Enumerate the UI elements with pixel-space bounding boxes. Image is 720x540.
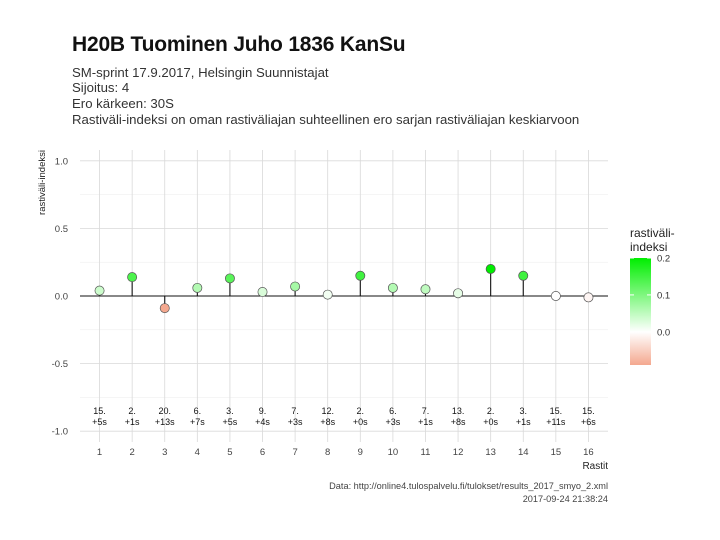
legend-colorbar <box>630 258 651 365</box>
subtitle-gap: Ero kärkeen: 30S <box>72 96 174 111</box>
legend-tick-label: 0.0 <box>657 327 670 338</box>
legend-title: rastiväli- indeksi <box>630 226 675 254</box>
x-tick-label: 14 <box>518 447 529 458</box>
rank-label: 7. <box>422 406 430 416</box>
x-tick-label: 6 <box>260 447 265 458</box>
x-tick-label: 7 <box>292 447 297 458</box>
rank-label: 6. <box>194 406 202 416</box>
time-diff-label: +6s <box>581 417 596 427</box>
data-point <box>290 281 301 292</box>
x-tick-label: 13 <box>485 447 496 458</box>
rank-label: 3. <box>226 406 234 416</box>
subtitle-event: SM-sprint 17.9.2017, Helsingin Suunnista… <box>72 65 329 80</box>
legend-title-line2: indeksi <box>630 240 668 254</box>
time-diff-label: +7s <box>190 417 205 427</box>
time-diff-label: +3s <box>386 417 401 427</box>
time-diff-label: +3s <box>288 417 303 427</box>
x-tick-label: 15 <box>551 447 562 458</box>
data-point <box>387 282 398 293</box>
x-tick-label: 1 <box>97 447 102 458</box>
rank-label: 3. <box>520 406 528 416</box>
time-diff-label: +0s <box>483 417 498 427</box>
y-tick-label: 1.0 <box>55 156 68 167</box>
rank-label: 9. <box>259 406 267 416</box>
data-point <box>583 292 594 303</box>
y-tick-label: -1.0 <box>52 427 68 438</box>
rank-label: 12. <box>321 406 334 416</box>
legend-tick-label: 0.1 <box>657 290 670 301</box>
subtitle-description: Rastiväli-indeksi on oman rastiväliajan … <box>72 112 580 127</box>
data-point <box>485 264 496 274</box>
legend-tick-label: 0.2 <box>657 254 670 265</box>
rank-label: 15. <box>582 406 595 416</box>
time-diff-label: +1s <box>516 417 531 427</box>
data-point <box>355 270 366 281</box>
time-diff-label: +5s <box>223 417 238 427</box>
x-tick-label: 10 <box>388 447 399 458</box>
time-diff-label: +8s <box>451 417 466 427</box>
rank-label: 7. <box>291 406 299 416</box>
x-tick-label: 9 <box>358 447 363 458</box>
rank-label: 20. <box>158 406 171 416</box>
time-diff-label: +13s <box>155 417 175 427</box>
x-tick-label: 2 <box>129 447 134 458</box>
time-diff-label: +1s <box>418 417 433 427</box>
time-diff-label: +1s <box>125 417 140 427</box>
x-tick-label: 8 <box>325 447 330 458</box>
rank-label: 15. <box>550 406 563 416</box>
x-tick-label: 11 <box>421 447 431 458</box>
data-point <box>127 272 138 283</box>
data-point <box>420 284 431 295</box>
data-point <box>453 288 464 299</box>
time-diff-label: +5s <box>92 417 107 427</box>
caption-timestamp: 2017-09-24 21:38:24 <box>522 494 608 504</box>
time-diff-label: +4s <box>255 417 270 427</box>
legend-title-line1: rastiväli- <box>630 226 675 240</box>
data-point <box>322 289 333 300</box>
data-point <box>192 282 203 293</box>
rank-label: 15. <box>93 406 106 416</box>
data-point <box>94 285 105 296</box>
time-diff-label: +8s <box>320 417 335 427</box>
time-diff-label: +11s <box>546 417 566 427</box>
rank-label: 2. <box>128 406 136 416</box>
y-tick-label: 0.5 <box>55 224 68 235</box>
data-point <box>257 286 268 297</box>
y-axis-label: rastiväli-indeksi <box>37 150 48 215</box>
rank-label: 2. <box>487 406 495 416</box>
data-point <box>550 291 561 301</box>
y-tick-label: -0.5 <box>52 359 68 370</box>
y-tick-label: 0.0 <box>55 292 68 303</box>
x-tick-label: 4 <box>195 447 200 458</box>
subtitle-placement: Sijoitus: 4 <box>72 80 130 95</box>
x-tick-label: 16 <box>583 447 594 458</box>
chart-title: H20B Tuominen Juho 1836 KanSu <box>72 33 406 56</box>
data-point <box>518 270 529 281</box>
x-tick-label: 5 <box>227 447 232 458</box>
data-point <box>159 303 170 314</box>
rank-label: 2. <box>357 406 365 416</box>
x-axis-label: Rastit <box>582 461 608 472</box>
rank-label: 13. <box>452 406 465 416</box>
x-tick-label: 3 <box>162 447 167 458</box>
caption-source: Data: http://online4.tulospalvelu.fi/tul… <box>329 481 608 491</box>
time-diff-label: +0s <box>353 417 368 427</box>
x-tick-label: 12 <box>453 447 464 458</box>
rank-label: 6. <box>389 406 397 416</box>
data-point <box>224 273 235 284</box>
